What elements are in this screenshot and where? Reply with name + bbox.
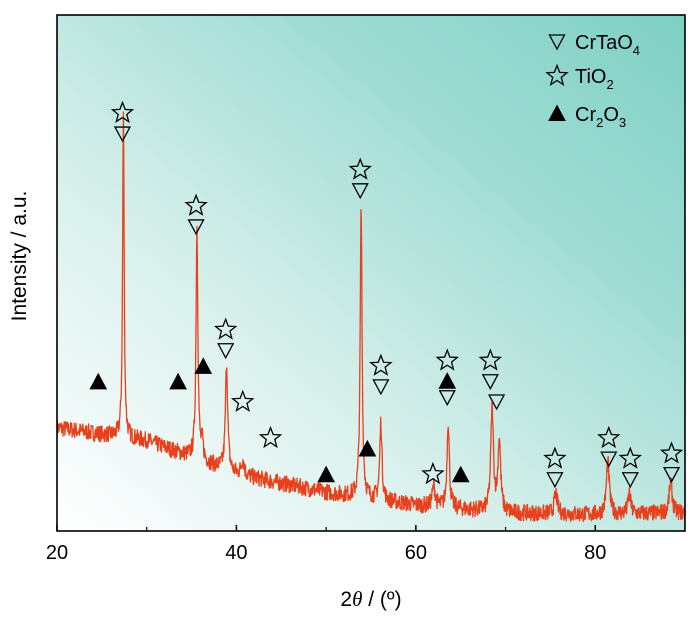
peak-annotation: [358, 439, 377, 457]
triangle-down-marker: [621, 472, 639, 489]
triangle-down-marker: [481, 374, 499, 391]
triangle-down-marker: [217, 343, 235, 360]
x-tick-label: 80: [584, 542, 606, 564]
x-axis-title-number: 2: [340, 588, 352, 611]
triangle-down-marker: [600, 451, 618, 468]
peak-annotation: [488, 394, 506, 411]
legend-marker-tri-down-icon: [548, 34, 566, 51]
x-axis-ticks: 20 40 60 80: [46, 525, 606, 564]
peak-annotation: [478, 348, 503, 391]
peak-annotation: [618, 446, 642, 489]
legend-marker-star-icon: [545, 63, 569, 86]
triangle-up-filled-marker: [438, 372, 457, 389]
triangle-up-filled-marker: [451, 465, 470, 483]
peak-annotation: [110, 100, 135, 143]
legend-label-cr2o3: Cr2O3: [575, 104, 626, 130]
triangle-up-filled-marker: [89, 372, 108, 390]
x-axis-title: 2θ / (º): [340, 587, 401, 611]
legend-label-cr2o3-mid: O: [603, 104, 619, 126]
legend-label-cr2o3-sub2: 3: [619, 115, 626, 130]
plot-frame: [56, 14, 686, 532]
star-marker: [543, 446, 567, 469]
legend: CrTaO4 TiO2 Cr2O3: [545, 32, 640, 130]
legend-label-tio2-sub: 2: [606, 77, 613, 92]
triangle-up-filled-marker: [194, 357, 213, 374]
x-tick-label: 60: [405, 542, 427, 564]
legend-label-crtao4-sub: 4: [633, 43, 640, 58]
triangle-down-marker: [546, 472, 564, 489]
peak-annotation: [597, 425, 621, 468]
legend-item-crtao4: CrTaO4: [548, 32, 640, 58]
peak-annotation: [194, 357, 213, 374]
peak-annotation: [451, 465, 470, 483]
peak-annotation: [258, 425, 283, 449]
star-marker: [421, 461, 445, 485]
star-marker: [231, 389, 255, 412]
triangle-down-marker: [372, 379, 390, 396]
x-tick-label: 20: [46, 542, 68, 564]
legend-item-cr2o3: Cr2O3: [548, 104, 626, 130]
star-marker: [659, 441, 684, 464]
triangle-up-filled-marker: [169, 372, 187, 390]
star-marker: [435, 348, 459, 371]
star-marker: [369, 353, 393, 376]
legend-label-crtao4-base: CrTaO: [575, 32, 633, 54]
peak-annotation: [659, 441, 684, 483]
triangle-down-marker: [438, 390, 456, 407]
x-axis-title-symbol: θ: [352, 587, 362, 611]
legend-label-cr2o3-base: Cr: [575, 104, 596, 126]
xrd-series-line: [57, 111, 685, 523]
peak-annotation: [184, 193, 208, 236]
star-marker: [618, 446, 642, 469]
triangle-down-marker: [351, 183, 369, 200]
peak-annotation: [369, 353, 393, 396]
star-marker: [213, 317, 238, 340]
legend-label-tio2: TiO2: [575, 66, 614, 92]
legend-item-tio2: TiO2: [545, 63, 614, 92]
x-axis-title-rest: / (º): [362, 588, 401, 611]
legend-label-cr2o3-sub: 2: [596, 115, 603, 130]
star-marker: [184, 193, 208, 216]
x-tick-label: 40: [225, 542, 247, 564]
star-marker: [545, 63, 569, 86]
legend-marker-tri-up-filled-icon: [548, 104, 566, 121]
triangle-up-filled-marker: [548, 104, 566, 121]
triangle-down-marker: [113, 126, 132, 143]
series-group: [57, 111, 685, 523]
triangle-down-marker: [662, 466, 681, 483]
star-marker: [258, 425, 283, 449]
peak-annotation: [543, 446, 567, 489]
star-marker: [597, 425, 621, 449]
peak-annotation: [317, 465, 335, 483]
star-marker: [478, 348, 503, 371]
peak-annotation: [169, 372, 187, 390]
triangle-down-marker: [548, 34, 566, 51]
peak-annotation: [213, 317, 238, 360]
star-marker: [110, 100, 135, 123]
peak-annotation: [89, 372, 108, 390]
triangle-down-marker: [187, 219, 205, 236]
triangle-up-filled-marker: [358, 439, 377, 457]
y-axis-title: Intensity / a.u.: [8, 191, 31, 322]
star-marker: [348, 157, 372, 180]
peak-markers: [89, 100, 684, 489]
triangle-down-marker: [488, 394, 506, 411]
peak-annotation: [348, 157, 372, 200]
triangle-up-filled-marker: [317, 465, 335, 483]
peak-annotation: [231, 389, 255, 412]
peak-annotation: [421, 461, 445, 485]
legend-label-tio2-base: TiO: [575, 66, 606, 88]
legend-label-crtao4: CrTaO4: [575, 32, 640, 58]
peak-annotation: [435, 348, 459, 407]
